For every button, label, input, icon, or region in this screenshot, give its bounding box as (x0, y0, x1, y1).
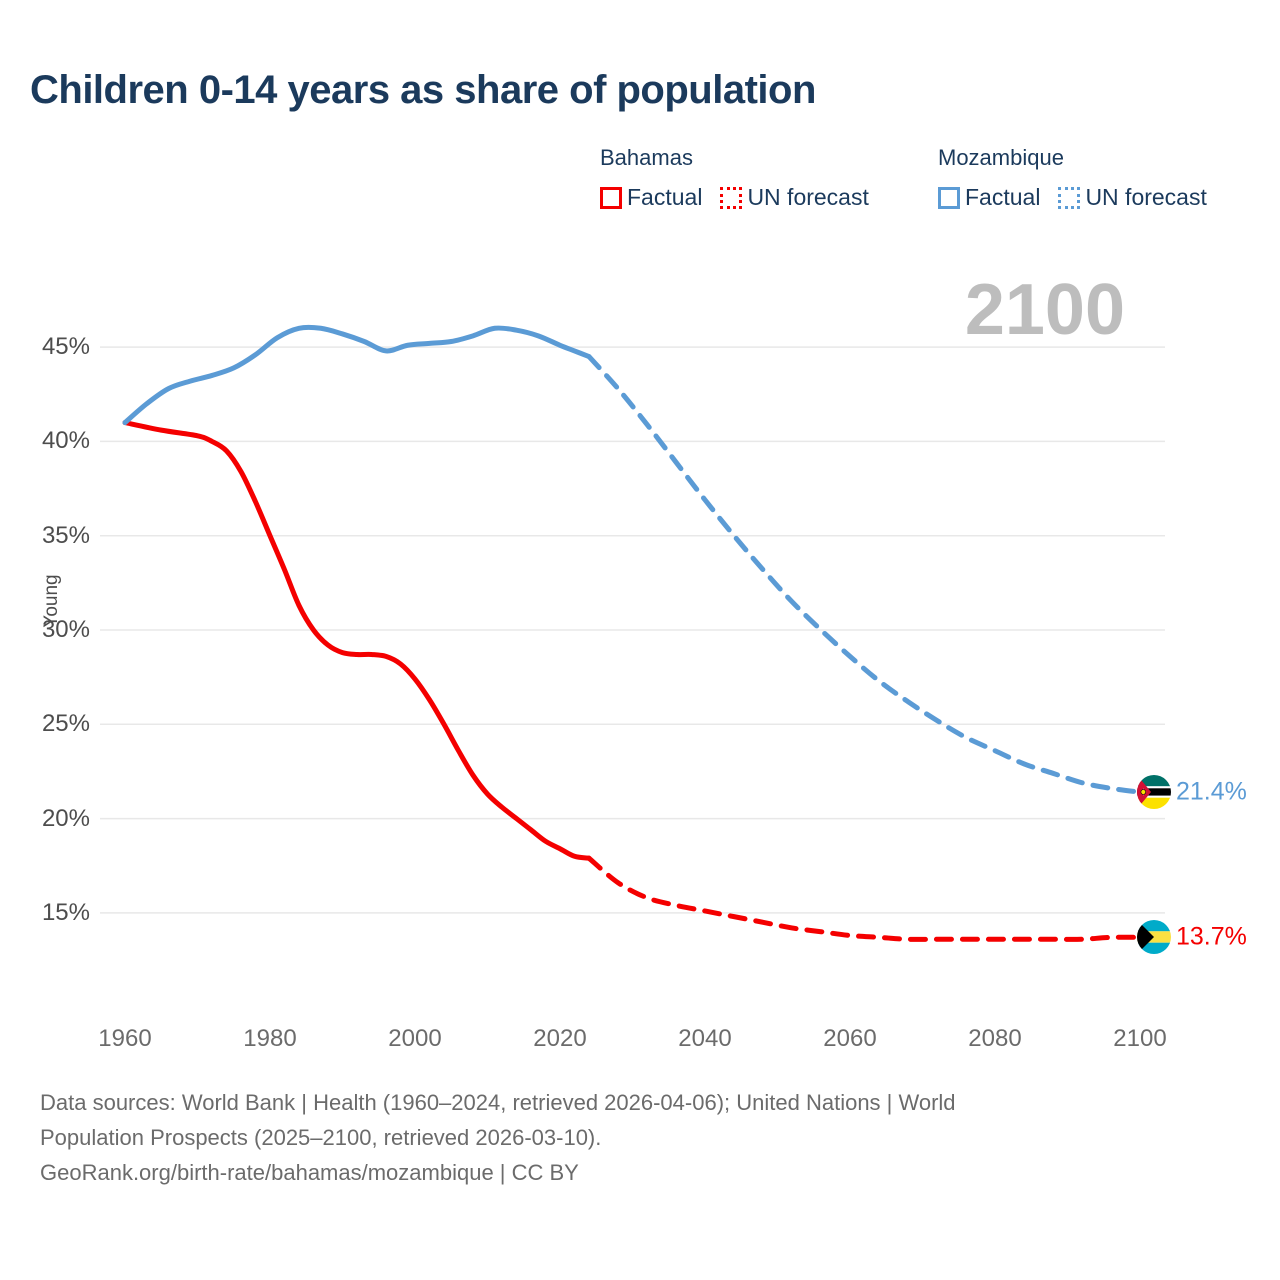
chart-legend: Bahamas Factual UN forecast Mozambique F… (600, 144, 1260, 222)
legend-item-label: UN forecast (1085, 184, 1207, 210)
footer-credits: Data sources: World Bank | Health (1960–… (40, 1085, 1240, 1190)
legend-group-bahamas: Bahamas Factual UN forecast (600, 144, 869, 211)
x-axis-tick-label: 2000 (388, 1025, 442, 1052)
series-lines (122, 324, 1143, 942)
footer-line-3: GeoRank.org/birth-rate/bahamas/mozambiqu… (40, 1160, 579, 1185)
legend-item-mozambique-factual[interactable]: Factual (938, 184, 1040, 211)
y-axis-tick-label: 15% (41, 898, 90, 926)
legend-item-bahamas-forecast[interactable]: UN forecast (720, 184, 869, 211)
x-axis-tick-label: 2060 (823, 1025, 877, 1052)
page-title: Children 0-14 years as share of populati… (30, 68, 816, 112)
footer-line-1: Data sources: World Bank | Health (1960–… (40, 1090, 956, 1115)
y-axis-tick-label: 20% (41, 804, 90, 832)
legend-country-name: Bahamas (600, 145, 693, 170)
legend-item-bahamas-factual[interactable]: Factual (600, 184, 702, 211)
legend-swatch-solid-icon (600, 186, 622, 209)
y-axis-tick-label: 40% (41, 427, 90, 455)
legend-swatch-solid-icon (938, 186, 960, 209)
mozambique-end-label: 21.4% (1176, 777, 1247, 806)
legend-swatch-dotted-icon (720, 186, 743, 209)
year-watermark: 2100 (964, 270, 1125, 350)
x-axis-tick-label: 2040 (678, 1025, 732, 1052)
gridlines (100, 346, 1165, 914)
y-axis-tick-label: 30% (41, 616, 90, 643)
legend-swatch-dotted-icon (1058, 186, 1081, 209)
legend-item-label: Factual (627, 184, 703, 210)
mozambique-flag-icon (1137, 775, 1171, 810)
y-axis-tick-label: 45% (41, 333, 90, 361)
legend-group-mozambique: Mozambique Factual UN forecast (938, 144, 1207, 211)
legend-country-name: Mozambique (938, 145, 1064, 170)
footer-line-2: Population Prospects (2025–2100, retriev… (40, 1125, 602, 1150)
bahamas-flag-icon (1137, 920, 1171, 955)
x-axis-tick-label: 2100 (1113, 1025, 1167, 1052)
x-axis-tick-label: 1960 (98, 1025, 152, 1052)
x-axis-tick-label: 1980 (243, 1025, 297, 1052)
y-axis-tick-label: 25% (41, 710, 90, 738)
x-axis-tick-label: 2020 (533, 1025, 587, 1052)
x-axis-tick-label: 2080 (968, 1025, 1022, 1052)
legend-item-label: Factual (965, 184, 1041, 210)
legend-item-label: UN forecast (747, 184, 869, 210)
y-axis-tick-label: 35% (41, 521, 90, 549)
bahamas-end-label: 13.7% (1176, 922, 1247, 951)
legend-item-mozambique-forecast[interactable]: UN forecast (1058, 184, 1207, 211)
